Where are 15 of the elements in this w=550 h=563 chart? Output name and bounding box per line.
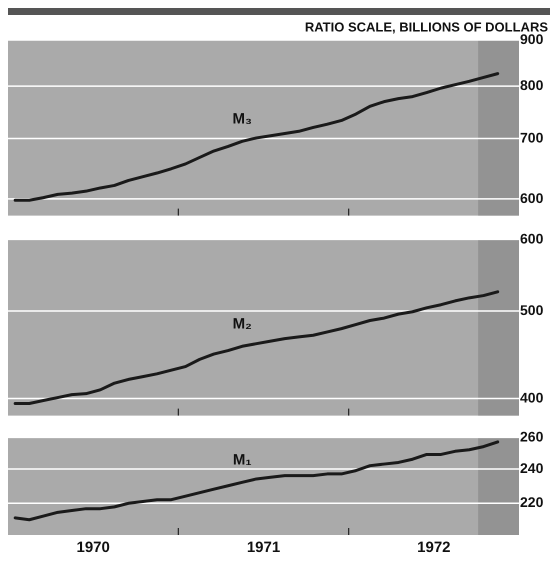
x-tick-label: 1970 — [76, 539, 110, 556]
y-tick-label: 400 — [520, 389, 544, 406]
y-tick-label: 220 — [520, 494, 544, 510]
y-tick-label: 260 — [520, 428, 544, 444]
y-tick-label: 700 — [520, 129, 544, 146]
x-tick-label: 1972 — [417, 539, 451, 556]
y-tick-label: 600 — [520, 230, 544, 246]
y-tick-label: 500 — [520, 302, 544, 318]
series-label: M₁ — [232, 451, 252, 468]
series-label: M₃ — [232, 110, 252, 128]
x-tick-label: 1971 — [246, 539, 280, 556]
y-tick-label: 600 — [520, 190, 544, 206]
y-tick-label: 240 — [520, 460, 544, 476]
series-label: M₂ — [232, 315, 252, 332]
y-tick-label: 800 — [520, 77, 544, 94]
